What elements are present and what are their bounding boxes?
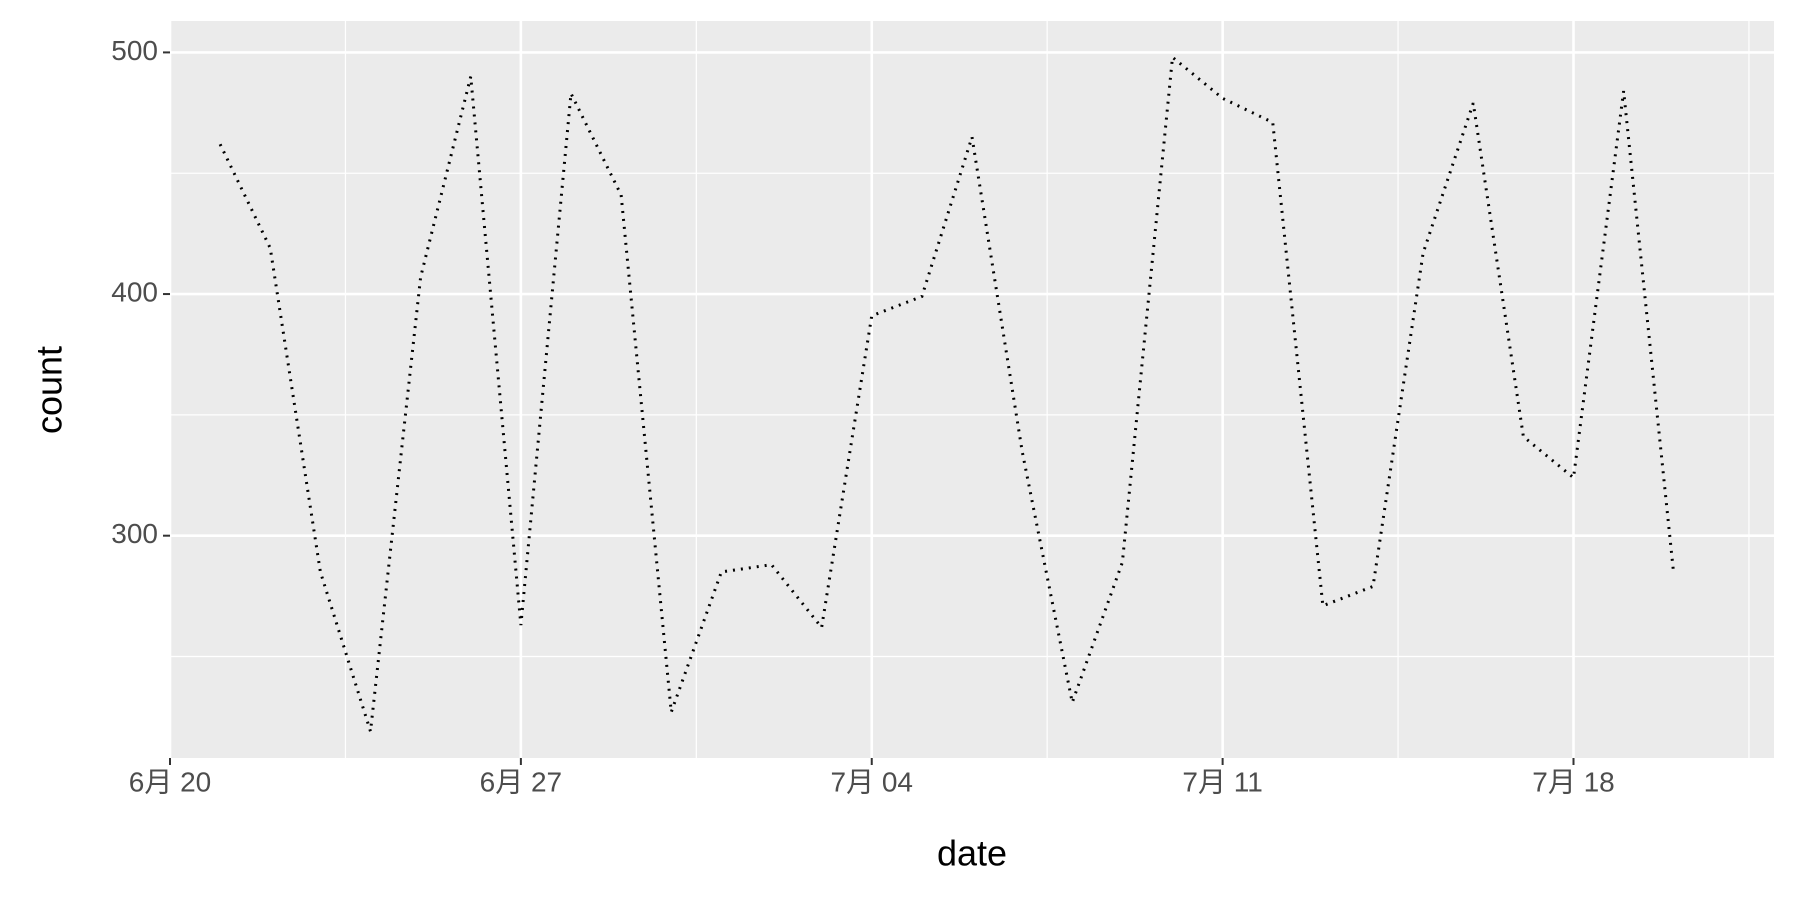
grid: [168, 21, 1774, 758]
x-tick-label: 7月 04: [831, 766, 914, 797]
y-axis-title: count: [29, 346, 70, 434]
x-axis-title: date: [937, 833, 1007, 874]
panel: [170, 21, 1774, 758]
x-tick-label: 7月 18: [1532, 766, 1615, 797]
y-tick-label: 500: [111, 35, 158, 66]
x-tick-label: 6月 20: [129, 766, 212, 797]
axes: 300 400 500 6月 20 6月 27 7月 04 7月 11 7月 18: [111, 35, 1614, 798]
y-tick-label: 400: [111, 276, 158, 307]
y-tick-label: 300: [111, 518, 158, 549]
x-tick-label: 6月 27: [480, 766, 563, 797]
x-tick-label: 7月 11: [1182, 766, 1262, 797]
